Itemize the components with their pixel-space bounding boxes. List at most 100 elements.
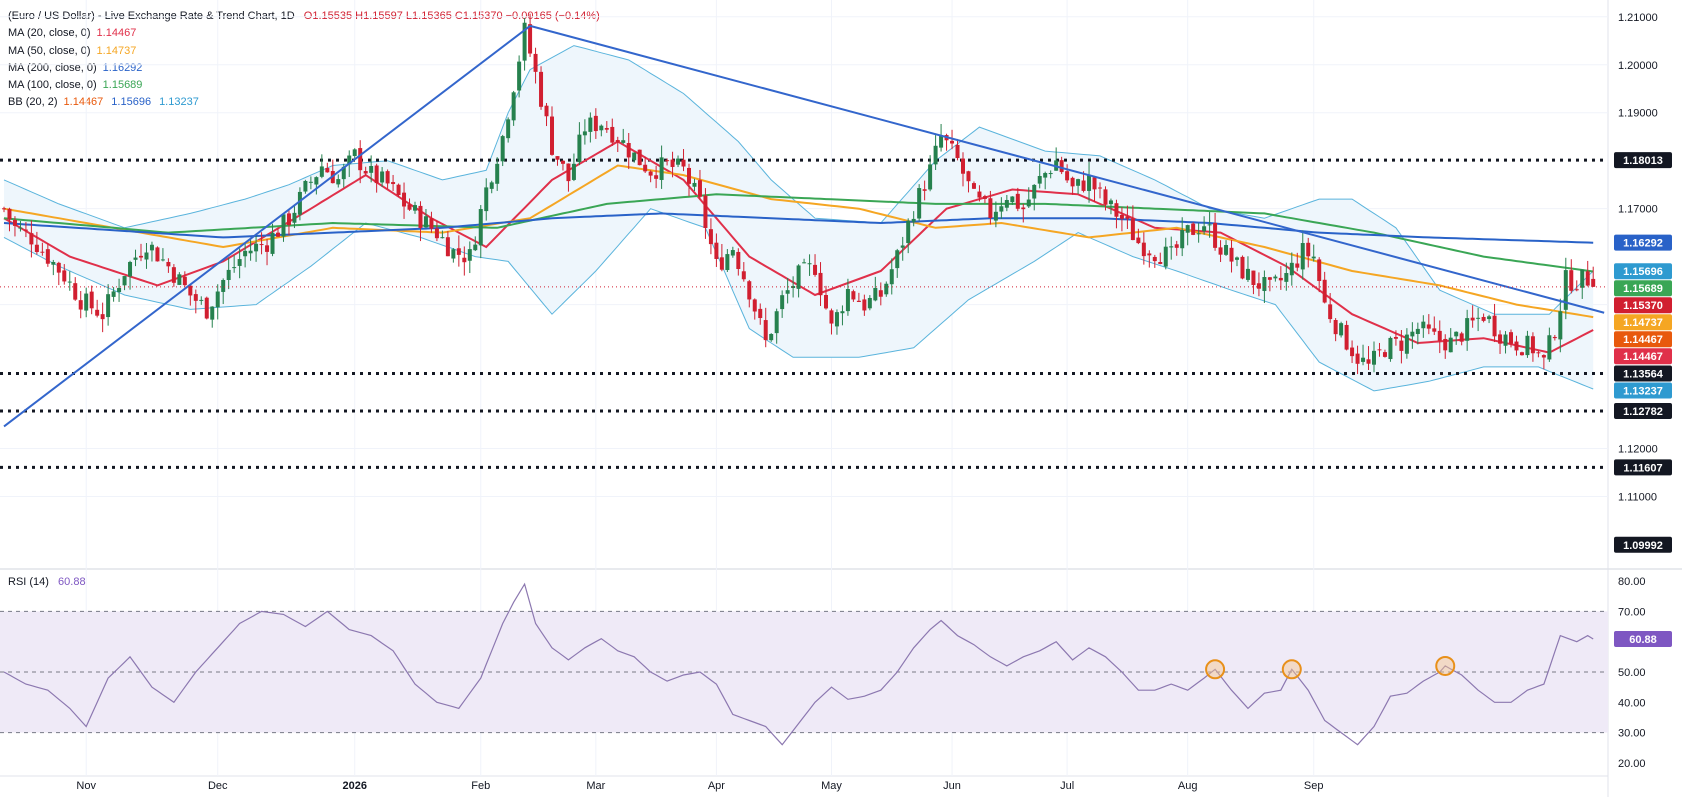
candle-body <box>336 179 341 185</box>
rsi-marker-circle <box>1205 659 1226 680</box>
legend-label: MA (100, close, 0) <box>8 79 97 92</box>
candle-body <box>182 276 187 286</box>
candle-body <box>763 320 768 341</box>
candle-body <box>166 261 171 267</box>
candle-body <box>369 166 374 173</box>
legend-row: MA (100, close, 0) 1.15689 <box>8 77 600 94</box>
candle-body <box>955 144 960 159</box>
candle-body <box>659 157 664 180</box>
candle-body <box>1563 270 1568 310</box>
candle-body <box>928 164 933 190</box>
candle-body <box>889 269 894 285</box>
candle-body <box>281 214 286 237</box>
candle-body <box>7 208 12 220</box>
candle-body <box>1185 225 1190 233</box>
candle-body <box>89 291 94 309</box>
candle-body <box>555 156 560 160</box>
price-tag-bg <box>1614 234 1672 251</box>
candle-body <box>511 92 516 121</box>
price-tag-bg <box>1614 348 1672 365</box>
candle-body <box>747 281 752 300</box>
price-tag: 1.18013 <box>1614 152 1672 169</box>
candle-body <box>845 289 850 312</box>
price-tag: 1.12782 <box>1614 402 1672 419</box>
candle-body <box>1213 222 1218 248</box>
symbol-title: (Euro / US Dollar) - Live Exchange Rate … <box>8 10 295 22</box>
candle-body <box>133 257 138 260</box>
candle-body <box>1339 323 1344 336</box>
candle-body <box>1010 196 1015 203</box>
candle-body <box>429 218 434 229</box>
rsi-value: 60.88 <box>58 576 86 588</box>
candle-body <box>1004 199 1009 208</box>
time-axis-label: Sep <box>1304 780 1324 792</box>
legend-label: MA (50, close, 0) <box>8 44 91 57</box>
time-axis-label: 2026 <box>342 780 366 792</box>
candle-body <box>254 243 259 252</box>
candle-body <box>325 168 330 173</box>
bollinger-fill <box>4 45 1594 391</box>
price-tag-bg <box>1614 297 1672 314</box>
candle-body <box>1136 237 1141 244</box>
price-tag: 1.13237 <box>1614 382 1672 399</box>
candle-body <box>286 213 291 226</box>
candle-body <box>237 259 242 266</box>
price-axis-label: 1.21000 <box>1618 12 1658 24</box>
candle-body <box>478 209 483 246</box>
candle-body <box>1421 321 1426 329</box>
candle-body <box>1015 193 1020 209</box>
candle-body <box>1021 207 1026 210</box>
candle-body <box>456 248 461 255</box>
candle-body <box>506 119 511 139</box>
candle-body <box>1481 316 1486 321</box>
candle-body <box>1169 246 1174 248</box>
candle-body <box>1130 218 1135 241</box>
candle-body <box>34 244 39 253</box>
candle-body <box>489 182 494 189</box>
candle-body <box>1366 359 1371 364</box>
candle-body <box>1377 349 1382 351</box>
candle-body <box>171 267 176 283</box>
candle-body <box>341 166 346 180</box>
candle-body <box>1443 338 1448 351</box>
candle-body <box>1580 269 1585 288</box>
candle-body <box>752 299 757 312</box>
candle-body <box>1541 355 1546 358</box>
bollinger-upper-line <box>3 45 1594 315</box>
price-tag: 1.09992 <box>1614 536 1672 553</box>
candle-body <box>1048 173 1053 175</box>
candle-body <box>467 249 472 261</box>
candle-body <box>522 22 527 61</box>
price-tag: 1.14467 <box>1614 348 1672 365</box>
candle-body <box>993 211 998 221</box>
candle-body <box>769 334 774 341</box>
candle-body <box>939 135 944 148</box>
time-axis-label: Apr <box>708 780 725 792</box>
price-axis-label: 1.19000 <box>1618 108 1658 120</box>
candle-body <box>188 285 193 296</box>
candle-body <box>106 294 111 318</box>
candle-body <box>1388 337 1393 360</box>
candle-body <box>791 286 796 289</box>
candle-body <box>840 311 845 314</box>
candle-body <box>824 295 828 309</box>
candle-body <box>445 237 450 257</box>
price-axis-label: 1.12000 <box>1618 443 1658 455</box>
candle-body <box>1152 256 1157 262</box>
candle-body <box>319 166 324 177</box>
rsi-axis-label: 50.00 <box>1618 667 1646 679</box>
candle-body <box>1300 243 1305 270</box>
price-tag-bg <box>1614 365 1672 382</box>
candle-body <box>708 229 713 245</box>
price-tag-bg <box>1614 382 1672 399</box>
candle-body <box>539 71 544 107</box>
candle-body <box>1509 332 1513 344</box>
ohlc-values: O1.15535 H1.15597 L1.15365 C1.15370 −0.0… <box>303 10 600 22</box>
price-tag-label: 1.11607 <box>1623 462 1662 474</box>
candle-body <box>391 182 396 185</box>
candle-body <box>966 171 971 182</box>
candle-body <box>155 247 160 262</box>
moving-average-line <box>3 212 1594 244</box>
candle-body <box>1207 224 1212 226</box>
